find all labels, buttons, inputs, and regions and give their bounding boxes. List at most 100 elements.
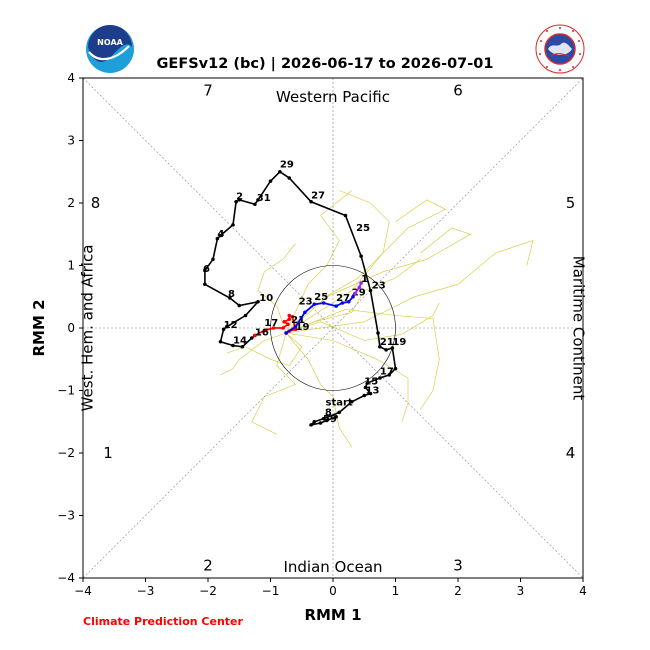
ensemble-member-line	[286, 240, 534, 334]
observed-point	[237, 198, 242, 202]
observed-point	[309, 423, 313, 427]
observed-day-label: 10	[259, 293, 273, 304]
observed-day-label: 17	[380, 366, 394, 377]
ensemble-member-line	[285, 227, 472, 334]
observed-day-label: 23	[372, 281, 386, 292]
forecast_week2-point	[312, 302, 317, 307]
forecast_week1-day-label: 21	[291, 315, 305, 326]
ensemble-member-line	[286, 302, 440, 341]
forecast_week2-point	[351, 294, 355, 299]
forecast_week2-line	[285, 293, 356, 334]
observed-point	[218, 339, 223, 344]
observed-point	[343, 213, 348, 218]
observed-point	[368, 391, 373, 396]
y-tick-label: −4	[57, 571, 75, 585]
x-tick-label: 2	[454, 584, 462, 598]
forecast_week2-point	[303, 310, 307, 315]
observed-point	[228, 296, 232, 300]
observed-point	[221, 327, 226, 332]
observed-day-label: 8	[228, 289, 235, 300]
observed-point	[393, 366, 398, 371]
y-tick-label: 4	[67, 71, 75, 85]
forecast_week1-point	[271, 326, 276, 330]
phase-label: 1	[103, 444, 113, 462]
ensemble-member-line	[285, 199, 447, 334]
phase-label: 5	[566, 194, 576, 212]
observed-point	[240, 344, 245, 349]
observed-point	[359, 254, 363, 258]
observed-point	[231, 223, 235, 227]
observed-point	[334, 414, 338, 419]
x-tick-label: −2	[199, 584, 217, 598]
y-tick-label: 1	[67, 259, 75, 273]
ensemble-member-line	[285, 308, 440, 410]
ensemble-member-line	[285, 190, 390, 334]
credit-label: Climate Prediction Center	[83, 615, 243, 628]
observed-day-label: 12	[224, 320, 238, 331]
observed-day-label: 25	[356, 223, 370, 234]
phase-label: 7	[203, 82, 213, 100]
x-tick-label: −1	[262, 584, 280, 598]
observed-point	[231, 343, 235, 348]
y-tick-label: 3	[67, 134, 75, 148]
observed-day-label: 59	[323, 414, 337, 425]
forecast_week1-point	[287, 317, 292, 322]
forecast_week1-point	[287, 313, 292, 318]
observed-point	[218, 233, 223, 238]
observed-day-label: 4	[217, 229, 224, 240]
observed-point	[278, 169, 282, 174]
forecast_week3-day-label: 1	[361, 274, 368, 285]
forecast_week3-point	[357, 285, 362, 290]
y-tick-label: −2	[57, 446, 75, 460]
plot-frame	[82, 77, 584, 579]
observed-point	[324, 418, 329, 423]
forecast_week2-day-label: 23	[299, 296, 313, 307]
observed-point	[234, 199, 238, 204]
ensemble-member-line	[285, 190, 352, 334]
observed-point	[287, 176, 292, 180]
y-tick-label: 2	[67, 196, 75, 210]
observed-point	[337, 410, 342, 415]
noaa-logo: NOAA	[86, 25, 134, 73]
chart-title: GEFSv12 (bc) | 2026-06-17 to 2026-07-01	[156, 56, 494, 72]
observed-point	[363, 385, 368, 390]
forecast_week2-day-label: 29	[352, 288, 366, 299]
observed-point	[384, 348, 388, 352]
ensemble-member-line	[286, 332, 409, 422]
observed-point	[378, 376, 382, 380]
observed-point	[256, 299, 260, 304]
noaa-logo-text: NOAA	[97, 38, 123, 47]
forecast_week2-day-label: 25	[314, 292, 328, 303]
forecast_week1-point	[281, 326, 285, 330]
observed-point	[211, 257, 215, 262]
phase-label: 8	[91, 194, 101, 212]
observed-point	[368, 288, 373, 293]
observed-point	[318, 421, 323, 425]
forecast_week1-day-label: 16	[255, 328, 269, 339]
observed-day-label: 29	[280, 159, 294, 170]
forecast_week3-point	[353, 291, 357, 296]
observed-day-label: 6	[203, 264, 210, 275]
x-tick-label: 4	[579, 584, 587, 598]
observed-day-label: 19	[392, 337, 406, 348]
y-axis-label: RMM 2	[30, 299, 48, 356]
observed-point	[349, 399, 354, 404]
observed-day-label: 14	[233, 336, 247, 347]
ensemble-member-line	[251, 332, 297, 435]
observed-day-label: 8	[325, 408, 332, 419]
observed-point	[378, 344, 382, 349]
forecast_week1-point	[286, 322, 290, 327]
forecast_week2-point	[284, 331, 288, 335]
observed-point	[256, 198, 260, 202]
phase-label: 6	[453, 82, 463, 100]
observed-day-label: 15	[364, 376, 378, 387]
observed-point	[362, 393, 367, 398]
observed-point	[268, 179, 273, 183]
forecast_week2-point	[321, 301, 326, 305]
forecast_week1-day-label: 19	[296, 322, 310, 333]
